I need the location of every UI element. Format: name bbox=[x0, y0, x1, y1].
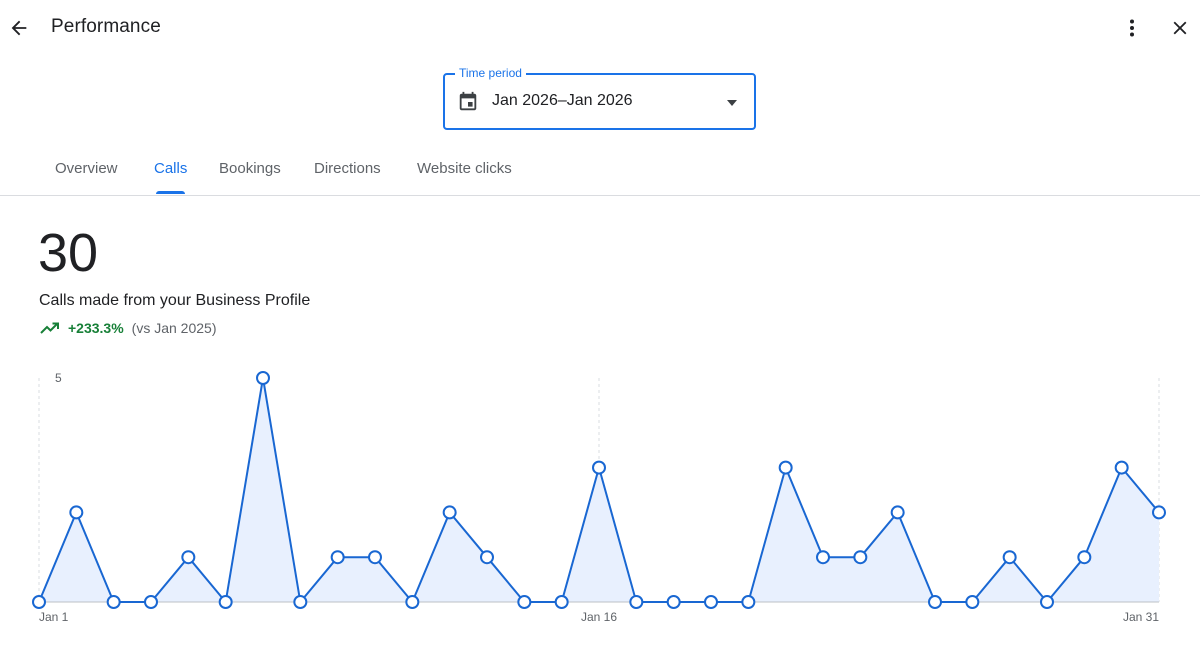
chart-point bbox=[741, 595, 756, 609]
close-button[interactable] bbox=[1166, 14, 1194, 42]
close-icon bbox=[1173, 21, 1187, 35]
chart-point bbox=[144, 595, 158, 609]
tab-overview[interactable]: Overview bbox=[55, 160, 118, 177]
chart-point bbox=[853, 550, 868, 565]
active-tab-indicator bbox=[156, 191, 185, 194]
chart-x-tick-label: Jan 31 bbox=[1123, 610, 1159, 624]
time-period-label: Time period bbox=[455, 65, 526, 81]
chart-point bbox=[1040, 595, 1054, 609]
metric-tabs: Overview Calls Bookings Directions Websi… bbox=[0, 150, 1200, 196]
chart-area bbox=[39, 378, 1159, 602]
chart-point bbox=[1152, 505, 1166, 520]
trend-row: +233.3% (vs Jan 2025) bbox=[40, 319, 217, 337]
tab-directions[interactable]: Directions bbox=[314, 160, 381, 177]
chart-point bbox=[293, 595, 308, 609]
chart-point bbox=[517, 595, 532, 609]
dropdown-arrow-icon bbox=[727, 100, 737, 106]
chart-point bbox=[69, 505, 84, 520]
chart-point bbox=[965, 595, 980, 609]
chart-point bbox=[554, 595, 569, 609]
chart-point bbox=[816, 550, 830, 565]
more-vert-icon bbox=[1130, 19, 1134, 37]
calendar-icon bbox=[459, 91, 477, 111]
chart-point bbox=[704, 595, 718, 609]
time-period-select[interactable]: Time period Jan 2026–Jan 2026 bbox=[443, 65, 756, 130]
more-options-button[interactable] bbox=[1118, 14, 1146, 42]
chart-point bbox=[1114, 460, 1129, 475]
arrow-back-icon bbox=[11, 20, 27, 36]
chart-point bbox=[629, 595, 644, 609]
chart-point bbox=[32, 595, 46, 609]
back-button[interactable] bbox=[4, 12, 34, 44]
metric-total: 30 bbox=[38, 223, 99, 283]
tab-calls[interactable]: Calls bbox=[154, 160, 188, 177]
trend-comparison: (vs Jan 2025) bbox=[131, 320, 217, 336]
chart-point bbox=[1077, 550, 1092, 565]
chart-x-tick-label: Jan 1 bbox=[39, 610, 69, 624]
chart-point bbox=[106, 595, 121, 609]
calls-chart: 5 Jan 1 Jan 16 Jan 31 bbox=[0, 360, 1200, 640]
trend-change: +233.3% bbox=[68, 320, 124, 336]
trending-up-icon bbox=[40, 322, 59, 334]
chart-point bbox=[1002, 550, 1017, 565]
tab-website-clicks[interactable]: Website clicks bbox=[417, 160, 512, 177]
chart-point bbox=[890, 505, 905, 520]
calls-chart-svg: 5 Jan 1 Jan 16 Jan 31 bbox=[32, 371, 1166, 624]
chart-point bbox=[330, 550, 345, 565]
chart-point bbox=[592, 460, 606, 475]
chart-y-tick-label: 5 bbox=[55, 371, 62, 385]
metric-description: Calls made from your Business Profile bbox=[39, 292, 311, 309]
time-period-value: Jan 2026–Jan 2026 bbox=[492, 92, 633, 109]
chart-point bbox=[405, 595, 420, 609]
chart-point bbox=[666, 595, 681, 609]
chart-point bbox=[480, 550, 494, 565]
tab-bookings[interactable]: Bookings bbox=[219, 160, 281, 177]
chart-point bbox=[368, 550, 382, 565]
chart-point bbox=[442, 505, 457, 520]
page-title: Performance bbox=[51, 16, 161, 37]
chart-point bbox=[256, 371, 270, 385]
top-bar: Performance bbox=[0, 0, 1200, 56]
chart-point bbox=[218, 595, 233, 609]
chart-point bbox=[928, 595, 942, 609]
chart-point bbox=[778, 460, 793, 475]
chart-x-tick-label: Jan 16 bbox=[581, 610, 617, 624]
chart-point bbox=[181, 550, 196, 565]
